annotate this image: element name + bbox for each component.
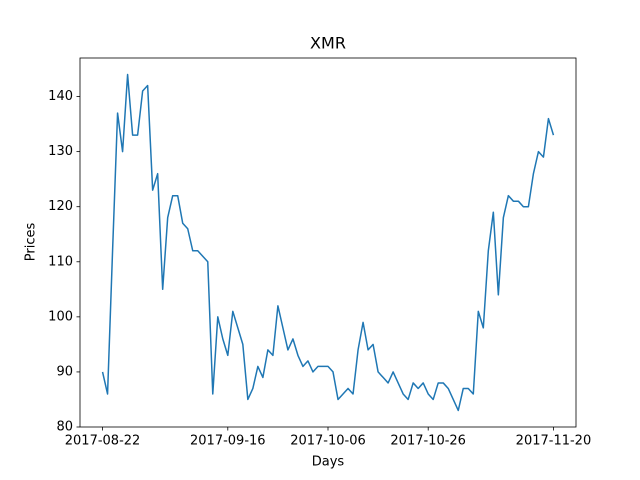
y-tick-label: 90 — [56, 364, 73, 379]
x-tick-label: 2017-10-06 — [290, 434, 366, 449]
y-tick-label: 110 — [48, 254, 73, 269]
x-tick-label: 2017-10-26 — [390, 434, 466, 449]
x-tick-label: 2017-09-16 — [190, 434, 266, 449]
plot-frame — [79, 57, 577, 428]
x-axis-label: Days — [312, 455, 345, 470]
y-tick-label: 130 — [48, 144, 73, 159]
x-tick-label: 2017-08-22 — [65, 434, 141, 449]
x-tick-label: 2017-11-20 — [516, 434, 592, 449]
price-line — [101, 73, 555, 412]
y-tick-label: 100 — [48, 309, 73, 324]
y-tick-label: 80 — [56, 420, 73, 435]
y-tick-label: 140 — [48, 89, 73, 104]
chart-title: XMR — [310, 34, 346, 53]
y-tick-label: 120 — [48, 199, 73, 214]
y-axis-label: Prices — [24, 223, 39, 262]
